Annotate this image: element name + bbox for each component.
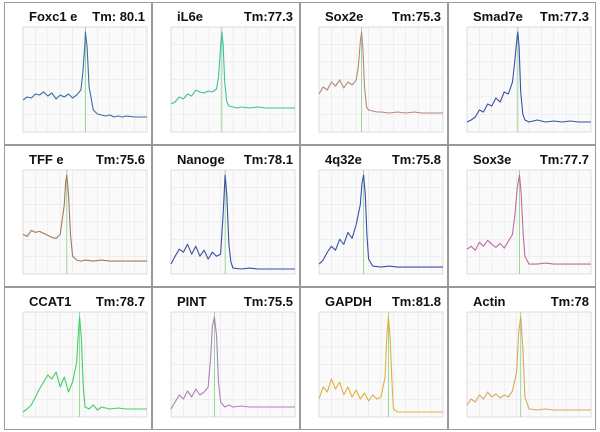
melt-curve-line: [318, 174, 443, 268]
melt-curve-plot: [318, 26, 444, 133]
gene-label: 4q32e: [325, 152, 362, 167]
melt-curve-line: [22, 316, 147, 413]
melt-curve-line: [466, 174, 591, 265]
melt-curve-panel: Sox2e Tm:75.3: [300, 2, 448, 145]
melt-curve-panel: Smad7e Tm:77.3: [448, 2, 596, 145]
melt-curve-plot: [318, 311, 444, 418]
melt-curve-line: [466, 31, 591, 123]
melt-curve-plot: [170, 311, 296, 418]
melt-curve-line: [318, 316, 443, 413]
melt-curve-panel: Nanoge Tm:78.1: [152, 145, 300, 287]
tm-label: Tm:75.6: [95, 152, 145, 167]
melt-curve-line: [170, 31, 295, 109]
tm-label: Tm:75.8: [391, 152, 441, 167]
gene-label: CCAT1: [29, 294, 72, 309]
gene-label: TFF e: [29, 152, 64, 167]
gene-label: iL6e: [177, 9, 204, 24]
gene-label: Actin: [473, 294, 506, 309]
melt-curve-panel: CCAT1 Tm:78.7: [4, 287, 152, 430]
melt-curve-panel: Sox3e Tm:77.7: [448, 145, 596, 287]
melt-curve-plot: [22, 311, 148, 418]
melt-curve-panel: GAPDH Tm:81.8: [300, 287, 448, 430]
tm-label: Tm: 80.1: [92, 9, 145, 24]
gene-label: Foxc1 e: [29, 9, 78, 24]
gene-label: GAPDH: [325, 294, 372, 309]
melt-curve-grid: Foxc1 e Tm: 80.1 iL6e Tm:77.3 Sox2e Tm:7…: [4, 2, 596, 430]
melt-curve-plot: [170, 26, 296, 133]
gene-label: Sox2e: [325, 9, 364, 24]
melt-curve-line: [170, 316, 295, 410]
gene-label: Nanoge: [177, 152, 225, 167]
melt-curve-panel: TFF e Tm:75.6: [4, 145, 152, 287]
melt-curve-panel: Actin Tm:78: [448, 287, 596, 430]
melt-curve-plot: [466, 169, 592, 275]
melt-curve-panel: PINT Tm:75.5: [152, 287, 300, 430]
tm-label: Tm:78.1: [243, 152, 293, 167]
melt-curve-plot: [466, 311, 592, 418]
melt-curve-plot: [466, 26, 592, 133]
melt-curve-panel: iL6e Tm:77.3: [152, 2, 300, 145]
melt-curve-line: [466, 316, 591, 411]
tm-label: Tm:75.5: [243, 294, 293, 309]
gene-label: Sox3e: [473, 152, 512, 167]
melt-curve-plot: [170, 169, 296, 275]
melt-curve-plot: [22, 26, 148, 133]
tm-label: Tm:77.7: [539, 152, 589, 167]
melt-curve-line: [318, 31, 443, 114]
tm-label: Tm:78: [550, 294, 589, 309]
tm-label: Tm:77.3: [243, 9, 293, 24]
melt-curve-panel: Foxc1 e Tm: 80.1: [4, 2, 152, 145]
melt-curve-line: [22, 174, 147, 262]
melt-curve-plot: [22, 169, 148, 275]
melt-curve-panel: 4q32e Tm:75.8: [300, 145, 448, 287]
tm-label: Tm:75.3: [391, 9, 441, 24]
melt-curve-plot: [318, 169, 444, 275]
tm-label: Tm:81.8: [391, 294, 441, 309]
gene-label: Smad7e: [473, 9, 523, 24]
melt-curve-line: [22, 31, 147, 118]
tm-label: Tm:77.3: [539, 9, 589, 24]
tm-label: Tm:78.7: [95, 294, 145, 309]
melt-curve-line: [170, 174, 295, 270]
gene-label: PINT: [177, 294, 207, 309]
